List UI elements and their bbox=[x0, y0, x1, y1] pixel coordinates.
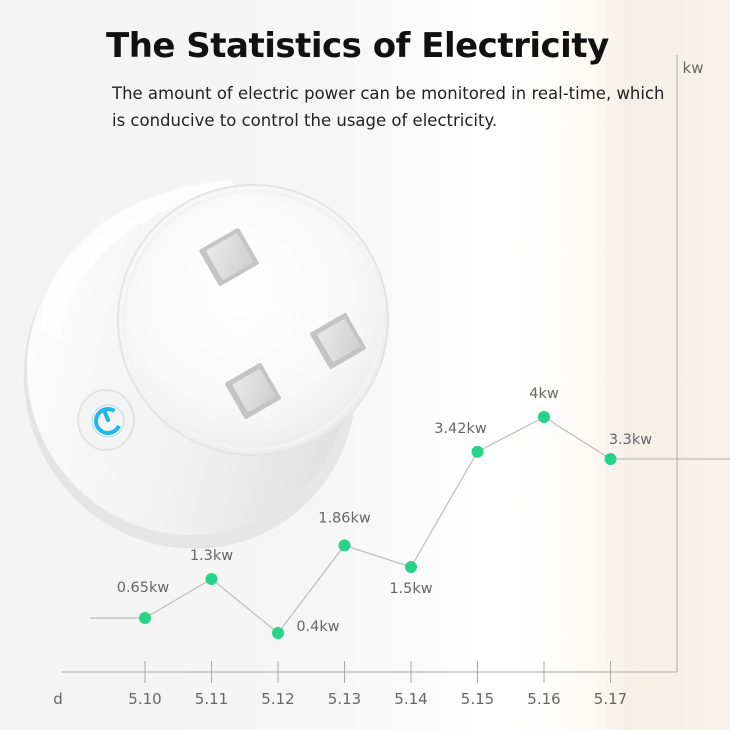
x-tick-label: 5.11 bbox=[195, 690, 228, 708]
data-label: 3.42kw bbox=[434, 421, 487, 437]
data-point bbox=[604, 453, 617, 465]
socket-pin-right bbox=[310, 313, 366, 369]
data-label: 0.4kw bbox=[296, 619, 339, 635]
series-segment bbox=[344, 544, 412, 568]
x-tick-label: 5.17 bbox=[594, 690, 627, 708]
power-icon[interactable] bbox=[77, 389, 135, 451]
page-subtitle: The amount of electric power can be moni… bbox=[112, 84, 665, 130]
series-segment bbox=[477, 416, 545, 453]
x-tick-label: 5.12 bbox=[261, 690, 294, 708]
data-point bbox=[471, 445, 484, 458]
background-light bbox=[420, 0, 630, 730]
data-label: 4kw bbox=[529, 386, 559, 402]
x-tick-label: 5.10 bbox=[128, 690, 161, 708]
x-tick-label: 5.15 bbox=[461, 690, 494, 708]
x-tick-label: 5.13 bbox=[328, 690, 361, 708]
data-label: 1.3kw bbox=[190, 548, 233, 564]
data-point bbox=[139, 612, 151, 624]
series-segment bbox=[277, 545, 345, 634]
data-point bbox=[338, 539, 351, 552]
data-point bbox=[272, 627, 284, 639]
series-segment bbox=[144, 578, 212, 619]
x-axis-ticks: 5.10 5.11 5.12 5.13 5.14 5.15 5.16 5.17 bbox=[128, 661, 627, 708]
series-segment bbox=[543, 416, 611, 460]
data-label: 3.3kw bbox=[609, 432, 652, 448]
x-axis-label: d bbox=[53, 690, 63, 708]
x-tick-label: 5.16 bbox=[527, 690, 560, 708]
series-segment bbox=[410, 451, 479, 568]
data-label: 1.5kw bbox=[389, 581, 432, 597]
y-axis-label: kw bbox=[683, 59, 704, 77]
x-tick-label: 5.14 bbox=[394, 690, 427, 708]
data-points bbox=[139, 411, 617, 639]
data-labels: 0.65kw 1.3kw 0.4kw 1.86kw 1.5kw 3.42kw 4kw 3.3k… bbox=[117, 386, 653, 635]
plug-face bbox=[117, 184, 389, 456]
data-point bbox=[538, 411, 550, 423]
data-label: 0.65kw bbox=[117, 580, 170, 596]
series-segment bbox=[211, 578, 279, 634]
socket-pin-top bbox=[199, 228, 259, 286]
socket-pin-left bbox=[225, 363, 281, 419]
series-line bbox=[90, 416, 730, 634]
data-label: 1.86kw bbox=[318, 510, 371, 526]
page-title: The Statistics of Electricity bbox=[106, 26, 609, 66]
data-point bbox=[405, 561, 417, 573]
data-point bbox=[205, 573, 218, 585]
